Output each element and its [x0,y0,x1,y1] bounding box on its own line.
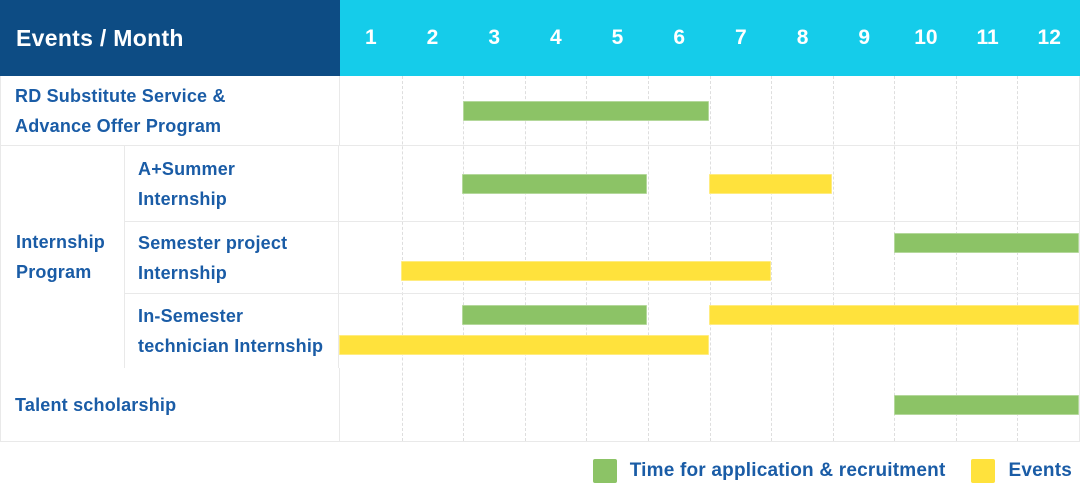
table-body: RD Substitute Service & Advance Offer Pro… [0,76,1080,442]
legend: Time for application & recruitment Events [0,459,1080,483]
month-label: 10 [914,26,938,49]
legend-swatch-events [971,459,996,483]
row-grid [339,294,1079,368]
application-bar [894,394,1079,415]
row-label: RD Substitute Service & Advance Offer Pro… [1,76,340,145]
month-label: 11 [976,26,999,49]
month-label: 5 [611,26,624,49]
event-bar [339,335,709,355]
row-label: Semester project Internship [125,222,339,293]
table-title-cell: Events / Month [0,0,340,76]
row-label: In-Semester technician Internship [125,294,339,368]
application-bar [894,233,1079,253]
row-grid [340,368,1079,441]
application-bar [462,305,648,325]
row-label-line: Advance Offer Program [15,115,222,136]
month-header: 1 2 3 4 5 6 7 8 9 10 11 12 [340,0,1080,76]
event-bar [400,261,771,281]
row-label-line: A+Summer [138,158,236,179]
month-label: 6 [673,26,686,49]
application-bar [463,100,710,121]
table-title: Events / Month [16,24,184,51]
row-label: A+Summer Internship [125,146,339,221]
month-label: 4 [550,26,562,49]
group-internship-program: Internship Program A+Summer Internship Semes… [1,146,1079,368]
row-label: Talent scholarship [1,368,340,441]
month-label: 1 [364,26,377,49]
application-bar [462,173,648,194]
group-label-line: Internship [16,232,106,252]
row-grid [339,146,1079,221]
row-grid [340,76,1079,145]
table-row: In-Semester technician Internship [125,294,1079,368]
month-label: 12 [1037,26,1061,49]
legend-swatch-application [592,459,617,483]
legend-item-application: Time for application & recruitment [592,459,946,483]
row-label-line: Internship [138,188,228,209]
month-label: 2 [426,26,439,49]
month-label: 3 [488,26,501,49]
legend-label: Time for application & recruitment [629,460,946,481]
row-label-line: technician Internship [138,336,324,356]
month-label: 8 [796,26,809,49]
table-row: A+Summer Internship [125,146,1079,222]
legend-label: Events [1008,460,1072,481]
table-header-row: Events / Month 1 2 3 4 5 6 7 8 9 10 11 12 [0,0,1080,76]
table-row: Talent scholarship [1,368,1079,441]
month-label: 9 [858,26,871,49]
month-label: 7 [735,26,747,49]
table-row: RD Substitute Service & Advance Offer Pro… [1,76,1079,146]
group-rows: A+Summer Internship Semester project Intern… [125,146,1079,368]
row-label-line: Internship [138,262,228,283]
gantt-schedule-table: Events / Month 1 2 3 4 5 6 7 8 9 10 11 12 RD Substi… [0,0,1080,442]
row-label-line: In-Semester [138,306,244,326]
group-label: Internship Program [1,146,125,368]
event-bar [709,305,1079,325]
table-row: Semester project Internship [125,222,1079,294]
event-bar [709,173,833,194]
row-grid [339,222,1079,293]
row-label-line: Semester project [138,232,288,253]
group-label-line: Program [16,262,92,282]
row-label-line: RD Substitute Service & [15,85,226,106]
row-label-line: Talent scholarship [15,394,177,415]
legend-item-events: Events [971,459,1072,483]
